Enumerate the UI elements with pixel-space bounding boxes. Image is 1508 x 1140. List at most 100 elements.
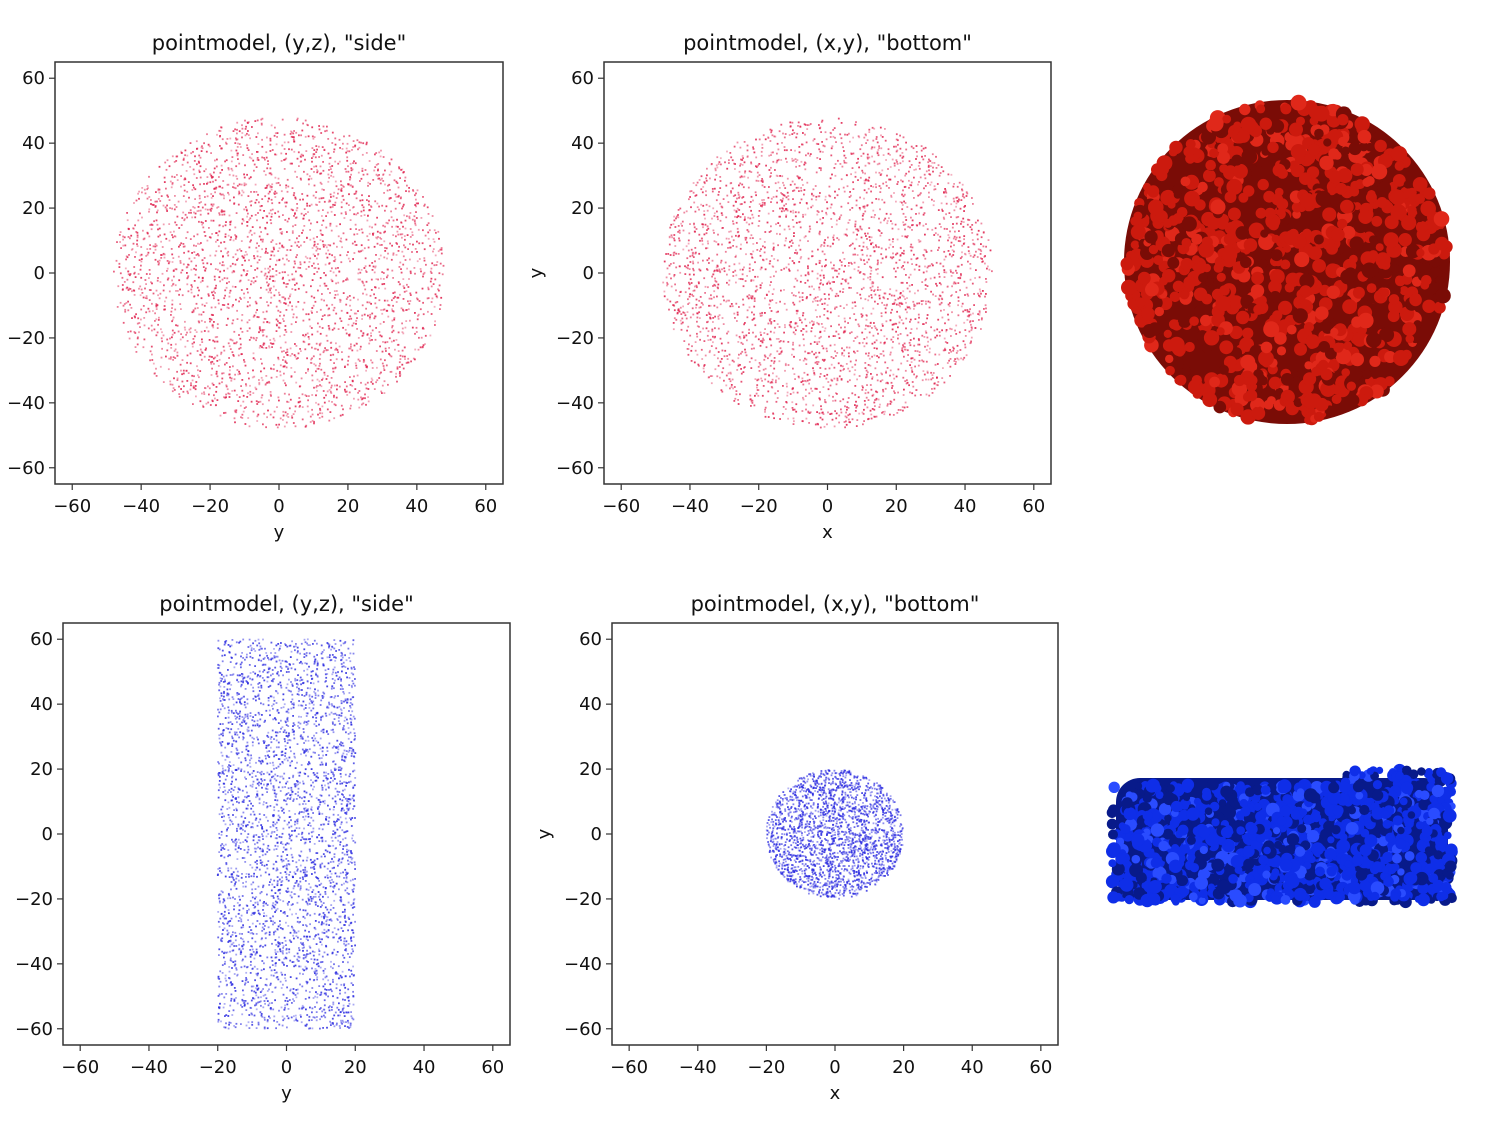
- scatter-point: [326, 390, 329, 393]
- scatter-point: [331, 280, 334, 283]
- scatter-point: [282, 320, 285, 322]
- scatter-point: [229, 265, 232, 268]
- scatter-point: [202, 406, 205, 408]
- scatter-point: [354, 192, 357, 195]
- scatter-point: [847, 352, 850, 355]
- scatter-point: [265, 426, 267, 429]
- scatter-point: [979, 290, 982, 293]
- scatter-point: [719, 271, 722, 274]
- scatter-point: [255, 199, 258, 201]
- scatter-point: [176, 179, 179, 181]
- scatter-point: [779, 233, 781, 236]
- scatter-point: [138, 259, 141, 261]
- scatter-point: [381, 283, 384, 286]
- scatter-point: [342, 326, 344, 329]
- scatter-point: [666, 284, 668, 287]
- scatter-point: [203, 231, 206, 233]
- scatter-point: [829, 384, 832, 387]
- scatter-point: [275, 305, 278, 308]
- scatter-point: [195, 177, 198, 179]
- scatter-point: [973, 243, 976, 246]
- scatter-point: [150, 228, 153, 231]
- scatter-point: [131, 248, 134, 250]
- scatter-point: [681, 321, 684, 324]
- scatter-point: [372, 179, 375, 181]
- scatter-point: [366, 173, 369, 176]
- scatter-point: [236, 152, 238, 155]
- scatter-point: [876, 163, 879, 166]
- scatter-point: [923, 336, 926, 338]
- scatter-point: [226, 267, 229, 270]
- scatter-point: [268, 283, 270, 286]
- scatter-point: [725, 184, 728, 187]
- scatter-point: [227, 168, 230, 171]
- scatter-point: [330, 392, 333, 394]
- scatter-point: [911, 284, 913, 286]
- scatter-point: [365, 387, 368, 390]
- scatter-point: [365, 369, 367, 372]
- scatter-point: [153, 220, 155, 223]
- scatter-point: [898, 259, 901, 261]
- scatter-point: [319, 277, 322, 279]
- scatter-point: [212, 195, 214, 197]
- scatter-point: [246, 253, 248, 256]
- scatter-point: [235, 165, 238, 168]
- scatter-point: [799, 248, 802, 251]
- scatter-point: [409, 228, 412, 230]
- scatter-point: [122, 238, 124, 241]
- scatter-point: [862, 152, 865, 155]
- scatter-point: [321, 240, 324, 243]
- scatter-point: [317, 322, 319, 325]
- scatter-point: [702, 327, 704, 330]
- scatter-point: [334, 404, 337, 407]
- scatter-point: [398, 372, 401, 375]
- scatter-point: [857, 266, 860, 268]
- scatter-point: [840, 214, 843, 217]
- scatter-point: [260, 370, 262, 373]
- scatter-point: [244, 423, 247, 425]
- scatter-point: [270, 241, 273, 243]
- scatter-point: [885, 248, 887, 251]
- scatter-point: [847, 397, 850, 399]
- scatter-point: [361, 318, 363, 320]
- scatter-point: [189, 362, 192, 365]
- scatter-point: [832, 335, 835, 337]
- scatter-point: [311, 346, 313, 349]
- scatter-point: [338, 385, 341, 388]
- scatter-point: [293, 192, 296, 194]
- scatter-point: [279, 184, 281, 187]
- scatter-point: [248, 339, 251, 341]
- scatter-point: [322, 125, 325, 128]
- scatter-point: [802, 359, 805, 362]
- scatter-point: [176, 290, 179, 292]
- scatter-point: [137, 273, 140, 275]
- scatter-point: [870, 269, 873, 272]
- scatter-point: [886, 222, 889, 225]
- scatter-point: [272, 337, 275, 340]
- scatter-point: [330, 196, 332, 198]
- scatter-point: [883, 297, 886, 300]
- scatter-point: [856, 233, 858, 236]
- scatter-point: [210, 363, 213, 365]
- scatter-point: [191, 342, 194, 345]
- scatter-point: [924, 155, 926, 157]
- scatter-point: [797, 121, 800, 124]
- scatter-point: [716, 269, 718, 271]
- scatter-point: [902, 160, 904, 163]
- scatter-point: [849, 317, 851, 320]
- scatter-point: [180, 152, 183, 154]
- scatter-point: [360, 396, 362, 399]
- scatter-point: [210, 152, 212, 154]
- scatter-point: [358, 360, 361, 362]
- scatter-point: [895, 330, 897, 333]
- scatter-point: [238, 334, 240, 336]
- scatter-point: [879, 221, 882, 224]
- scatter-point: [915, 158, 917, 160]
- scatter-point: [744, 280, 747, 282]
- scatter-point: [323, 299, 325, 302]
- scatter-point: [754, 378, 757, 380]
- scatter-point: [361, 403, 363, 406]
- scatter-point: [241, 417, 244, 419]
- scatter-point: [163, 176, 166, 179]
- scatter-panel-2: −60 −40 −20 0 20 40 60−60−40−200204060pointmod…: [526, 31, 1052, 543]
